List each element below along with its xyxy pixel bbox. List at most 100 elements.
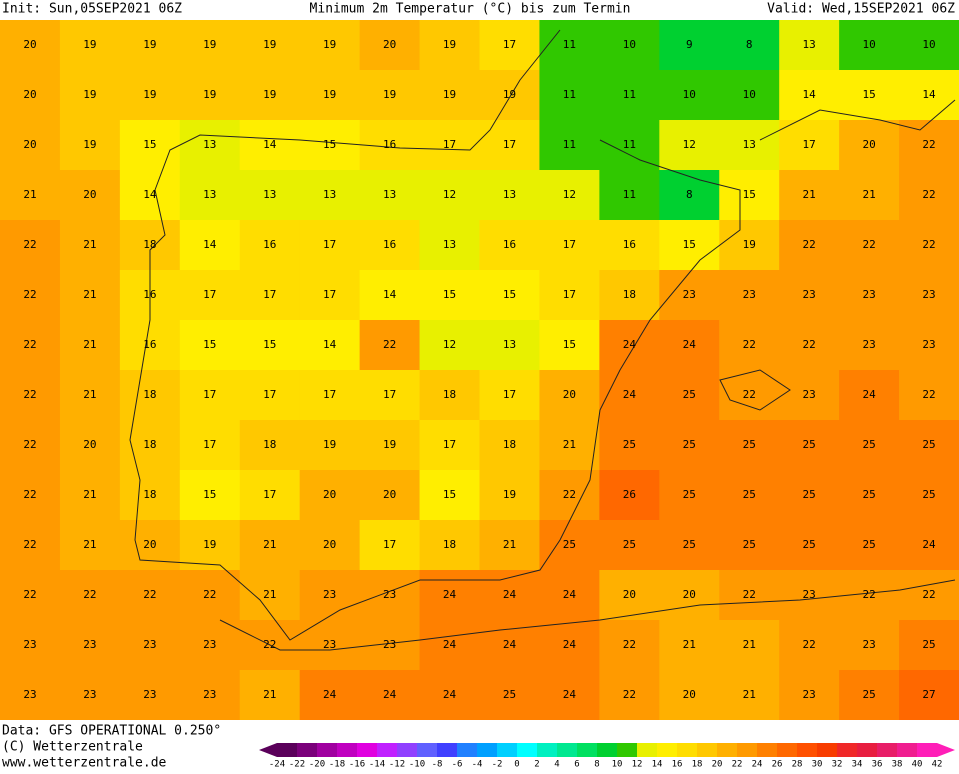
temperature-label: 20 xyxy=(383,38,396,51)
temperature-label: 13 xyxy=(503,188,516,201)
field-cell xyxy=(839,670,900,721)
temperature-label: 24 xyxy=(623,338,637,351)
field-cell xyxy=(779,320,840,371)
field-cell xyxy=(839,620,900,671)
temperature-label: 17 xyxy=(443,438,456,451)
temperature-label: 14 xyxy=(803,88,817,101)
temperature-label: 20 xyxy=(683,688,696,701)
field-cell xyxy=(539,70,600,121)
field-cell xyxy=(899,420,959,471)
field-cell xyxy=(719,470,780,521)
field-cell xyxy=(659,70,720,121)
field-cell xyxy=(419,120,480,171)
field-cell xyxy=(779,20,840,71)
temperature-label: 23 xyxy=(862,338,875,351)
field-cell xyxy=(299,420,361,471)
colorbar-swatch xyxy=(837,743,857,757)
coastline xyxy=(129,29,956,651)
colorbar-swatch xyxy=(917,743,937,757)
temperature-label: 11 xyxy=(563,138,576,151)
field-cell xyxy=(179,520,241,571)
temperature-label: 13 xyxy=(203,138,216,151)
field-cell xyxy=(179,620,241,671)
temperature-label: 10 xyxy=(683,88,696,101)
temperature-label: 25 xyxy=(862,688,875,701)
field-cell xyxy=(0,170,61,221)
temperature-label: 11 xyxy=(563,38,576,51)
field-cell xyxy=(659,320,720,371)
temperature-label: 20 xyxy=(323,538,336,551)
temperature-label: 24 xyxy=(922,538,936,551)
temperature-label: 10 xyxy=(743,88,756,101)
field-cell xyxy=(119,570,181,621)
colorbar-tick-label: 16 xyxy=(672,760,683,770)
field-cell xyxy=(779,370,840,421)
temperature-label: 14 xyxy=(323,338,337,351)
field-cell xyxy=(299,320,361,371)
temperature-label: 24 xyxy=(323,688,337,701)
temperature-label: 16 xyxy=(143,288,156,301)
temperature-label: 17 xyxy=(503,138,516,151)
field-cell xyxy=(779,670,840,721)
colorbar-tick-label: 24 xyxy=(752,760,763,770)
field-cell xyxy=(479,20,540,71)
field-cell xyxy=(359,570,421,621)
temperature-label: 22 xyxy=(383,338,396,351)
temperature-label: 19 xyxy=(503,488,516,501)
field-cell xyxy=(539,20,600,71)
temperature-label: 14 xyxy=(203,238,217,251)
temperature-label: 19 xyxy=(143,88,156,101)
temperature-label: 19 xyxy=(443,88,456,101)
field-cell xyxy=(659,570,720,621)
colorbar-swatch xyxy=(817,743,837,757)
temperature-label: 19 xyxy=(83,38,96,51)
colorbar-swatch xyxy=(377,743,397,757)
temperature-label: 25 xyxy=(862,538,875,551)
temperature-label: 23 xyxy=(83,638,96,651)
field-cell xyxy=(179,170,241,221)
field-cell xyxy=(0,320,61,371)
colorbar-swatch xyxy=(777,743,797,757)
field-cell xyxy=(839,420,900,471)
field-cell xyxy=(59,470,121,521)
temperature-label: 17 xyxy=(503,388,516,401)
colorbar-tick-label: -18 xyxy=(329,760,345,770)
field-cell xyxy=(239,220,301,271)
temperature-label: 8 xyxy=(686,188,693,201)
temperature-label: 21 xyxy=(503,538,516,551)
temperature-label: 22 xyxy=(803,238,816,251)
temperature-label: 20 xyxy=(862,138,875,151)
field-cell xyxy=(659,670,720,721)
temperature-label: 21 xyxy=(23,188,36,201)
temperature-label: 21 xyxy=(743,638,756,651)
colorbar-tick-label: -12 xyxy=(389,760,405,770)
field-cell xyxy=(359,270,421,321)
temperature-label: 18 xyxy=(143,238,156,251)
colorbar-tick-label: -10 xyxy=(409,760,425,770)
field-cell xyxy=(59,420,121,471)
colorbar: -24 -22 -20 -18 -16 -14 -12 -10 -8 -6 -4 -2 0 2 4 6 8 10 1… xyxy=(259,743,955,770)
field-cell xyxy=(239,70,301,121)
colorbar-swatch xyxy=(277,743,297,757)
temperature-label: 22 xyxy=(23,538,36,551)
colorbar-tick-label: -2 xyxy=(492,760,503,770)
field-cell xyxy=(239,320,301,371)
temperature-label: 25 xyxy=(503,688,516,701)
temperature-label: 22 xyxy=(862,588,875,601)
temperature-label: 17 xyxy=(263,388,276,401)
field-cell xyxy=(719,620,780,671)
temperature-label: 20 xyxy=(23,88,36,101)
temperature-label: 21 xyxy=(803,188,816,201)
temperature-label: 23 xyxy=(743,288,756,301)
temperature-label: 20 xyxy=(683,588,696,601)
temperature-label: 15 xyxy=(443,288,456,301)
temperature-label: 25 xyxy=(683,438,696,451)
colorbar-arrow-right xyxy=(937,743,955,757)
field-cell xyxy=(419,420,480,471)
colorbar-tick-label: 0 xyxy=(514,760,519,770)
field-cell xyxy=(659,20,720,71)
field-cell xyxy=(119,620,181,671)
temperature-label: 11 xyxy=(623,188,636,201)
colorbar-tick-label: -20 xyxy=(309,760,325,770)
field-cell xyxy=(719,520,780,571)
